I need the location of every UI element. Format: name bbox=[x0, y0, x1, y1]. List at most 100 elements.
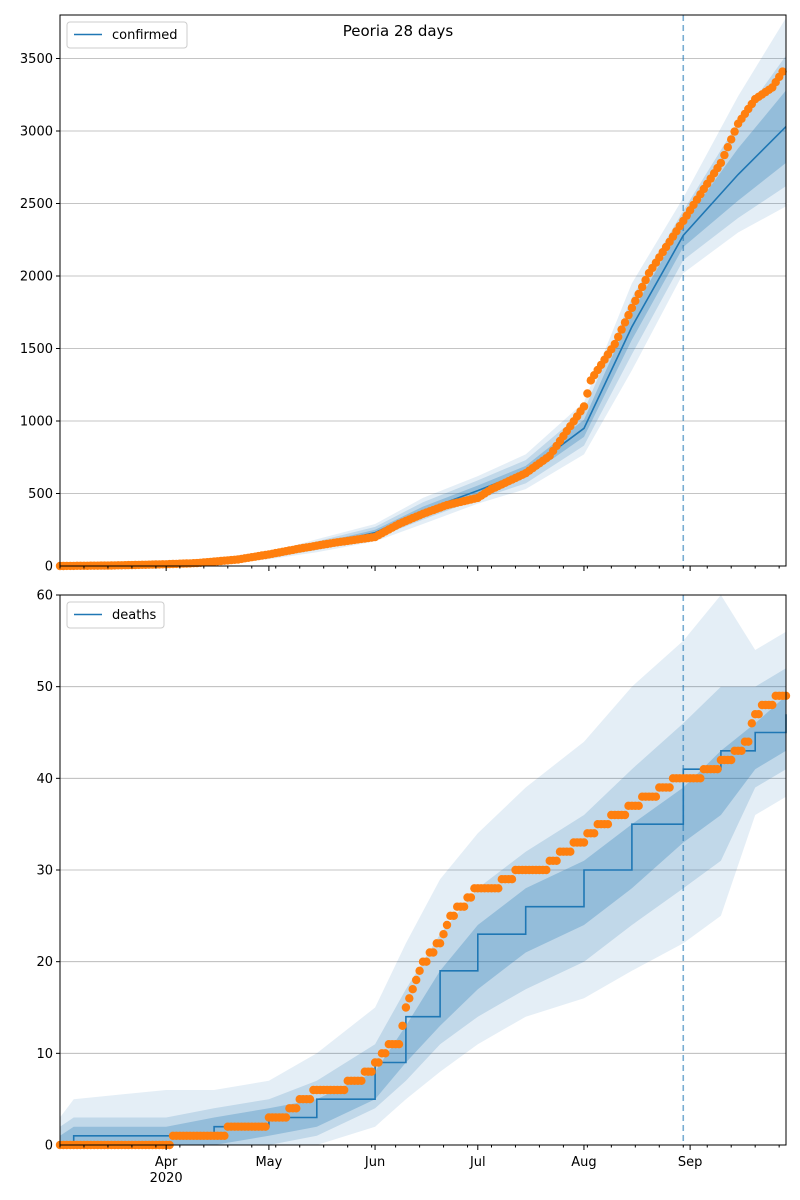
observed-point bbox=[737, 746, 746, 755]
y-tick-label: 30 bbox=[36, 864, 53, 879]
observed-point bbox=[579, 402, 589, 411]
observed-point bbox=[579, 838, 589, 847]
observed-point bbox=[590, 829, 599, 838]
y-tick-label: 40 bbox=[36, 772, 53, 787]
observed-point bbox=[768, 700, 777, 710]
observed-point bbox=[583, 389, 592, 398]
observed-point bbox=[641, 275, 650, 285]
observed-point bbox=[620, 810, 630, 820]
observed-point bbox=[730, 127, 739, 136]
observed-point bbox=[651, 792, 661, 801]
observed-point bbox=[281, 1113, 291, 1122]
confidence-band bbox=[60, 17, 786, 566]
y-tick-label: 1500 bbox=[20, 342, 53, 357]
observed-point bbox=[696, 774, 705, 783]
observed-point bbox=[408, 985, 417, 994]
observed-point bbox=[727, 135, 736, 144]
plot-frame bbox=[59, 14, 787, 567]
confidence-band bbox=[60, 668, 786, 1145]
y-tick-label: 1000 bbox=[20, 415, 53, 430]
observed-point bbox=[381, 1049, 390, 1058]
observed-point bbox=[614, 332, 623, 342]
observed-point bbox=[398, 1021, 407, 1030]
observed-point bbox=[374, 1058, 383, 1067]
y-tick-label: 0 bbox=[45, 560, 53, 575]
x-tick-label: Apr bbox=[155, 1155, 178, 1170]
observed-point bbox=[716, 158, 726, 168]
observed-point bbox=[261, 1122, 270, 1131]
observed-point bbox=[713, 765, 722, 774]
observed-point bbox=[422, 957, 431, 966]
observed-point bbox=[638, 282, 647, 292]
observed-point bbox=[340, 1085, 349, 1095]
observed-point bbox=[778, 67, 787, 76]
y-tick-label: 60 bbox=[36, 589, 53, 604]
observed-point bbox=[627, 303, 637, 313]
confidence-band bbox=[60, 595, 786, 1145]
observed-point bbox=[507, 875, 517, 884]
y-tick-label: 20 bbox=[36, 955, 53, 970]
observed-point bbox=[401, 1003, 411, 1012]
observed-point bbox=[367, 1067, 376, 1076]
observed-point bbox=[610, 339, 619, 349]
x-tick-sublabel: 2020 bbox=[150, 1171, 183, 1186]
legend-label: deaths bbox=[112, 608, 157, 623]
confidence-band bbox=[60, 90, 786, 567]
y-tick-label: 50 bbox=[36, 680, 53, 695]
observed-point bbox=[634, 801, 643, 810]
y-tick-label: 2500 bbox=[20, 197, 53, 212]
observed-point bbox=[466, 893, 476, 902]
observed-point bbox=[723, 143, 732, 152]
observed-point bbox=[747, 719, 756, 728]
x-tick-label: May bbox=[255, 1155, 282, 1170]
y-tick-label: 10 bbox=[36, 1047, 53, 1062]
observed-point bbox=[357, 1076, 366, 1086]
observed-point bbox=[449, 911, 458, 920]
observed-point bbox=[412, 975, 421, 985]
observed-point bbox=[624, 310, 633, 320]
observed-point bbox=[220, 1131, 229, 1141]
observed-point bbox=[435, 939, 445, 948]
x-tick-label: Jul bbox=[469, 1155, 486, 1170]
observed-point bbox=[634, 289, 643, 299]
legend-box bbox=[66, 601, 165, 629]
observed-point bbox=[494, 884, 503, 893]
confirmed-panel: 0 500 1000 1500 2000 2500 3000 3500 Peoria 28 da… bbox=[20, 14, 787, 575]
observed-point bbox=[727, 755, 736, 765]
observed-point bbox=[459, 902, 469, 911]
observed-point bbox=[754, 710, 763, 719]
observed-point bbox=[603, 820, 613, 829]
observed-point bbox=[439, 930, 448, 939]
observed-point bbox=[620, 318, 630, 327]
observed-point bbox=[292, 1104, 301, 1113]
observed-point bbox=[720, 150, 729, 160]
observed-point bbox=[415, 966, 424, 975]
observed-point bbox=[566, 847, 575, 856]
y-tick-label: 3500 bbox=[20, 52, 53, 67]
observed-point bbox=[665, 783, 674, 792]
chart-title: Peoria 28 days bbox=[343, 22, 454, 40]
x-tick-label: Aug bbox=[571, 1155, 596, 1170]
observed-point bbox=[542, 865, 551, 875]
observed-point bbox=[744, 737, 753, 746]
observed-point bbox=[429, 948, 438, 957]
confidence-band bbox=[60, 55, 786, 566]
y-tick-label: 3000 bbox=[20, 125, 53, 140]
x-tick-label: Jun bbox=[364, 1155, 385, 1170]
observed-point bbox=[405, 994, 414, 1003]
x-tick-label: Sep bbox=[678, 1155, 703, 1170]
y-tick-label: 2000 bbox=[20, 270, 53, 285]
plot-frame bbox=[59, 594, 787, 1146]
observed-point bbox=[442, 920, 452, 930]
observed-point bbox=[305, 1095, 315, 1104]
y-tick-label: 0 bbox=[45, 1139, 53, 1154]
observed-point bbox=[394, 1040, 404, 1049]
legend-label: confirmed bbox=[112, 28, 178, 43]
observed-point bbox=[617, 325, 626, 334]
legend-box bbox=[66, 21, 188, 49]
observed-point bbox=[631, 296, 640, 306]
y-tick-label: 500 bbox=[28, 487, 53, 502]
observed-point bbox=[552, 856, 561, 865]
